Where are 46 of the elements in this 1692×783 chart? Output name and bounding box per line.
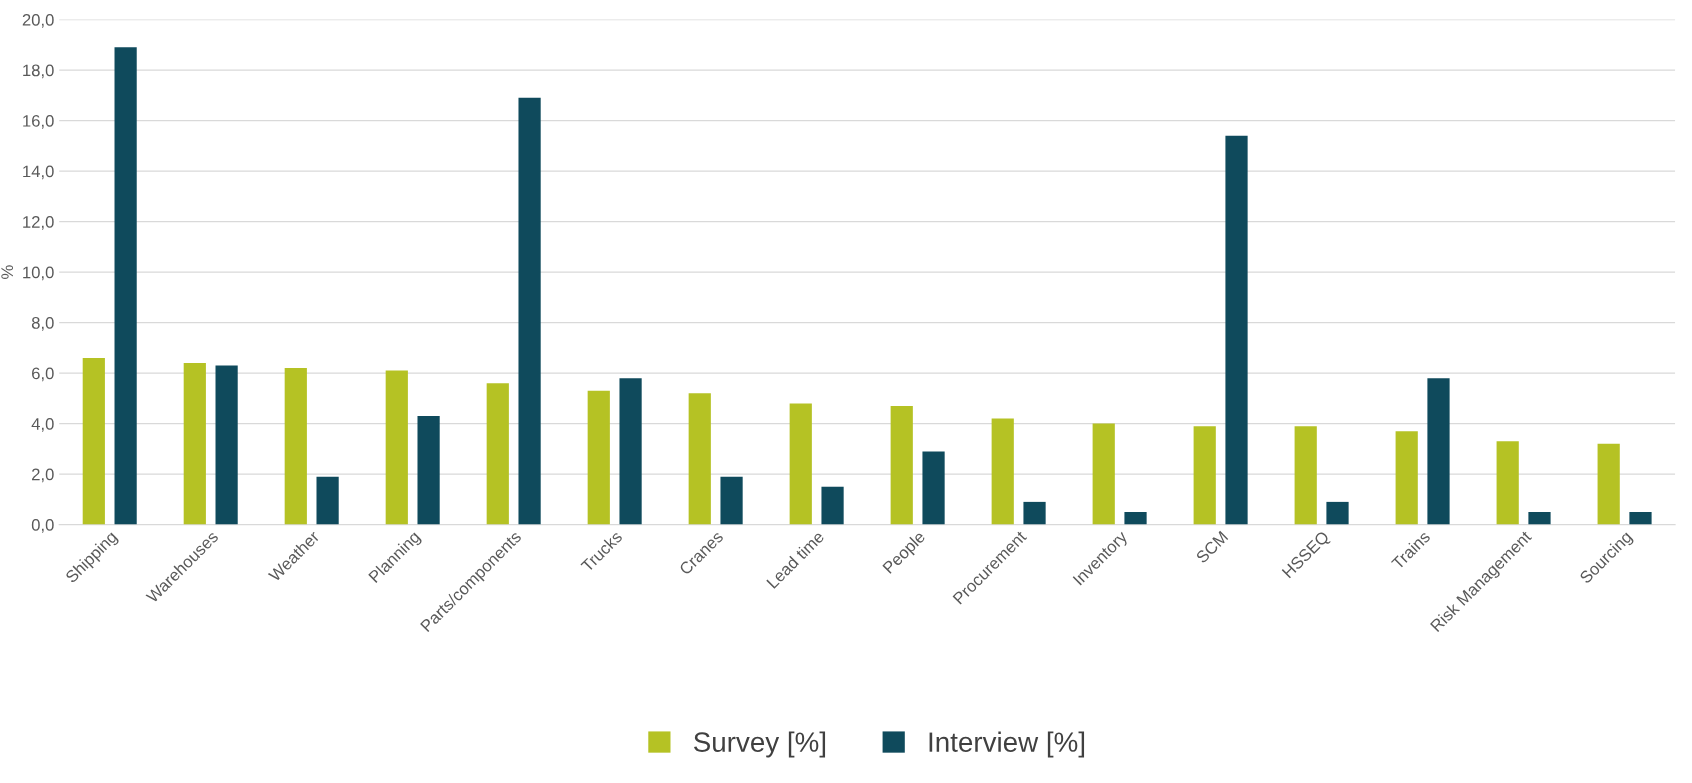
- bar: [619, 378, 642, 525]
- bar: [720, 476, 743, 525]
- bar: [486, 383, 509, 525]
- bar: [183, 363, 206, 525]
- bar: [1193, 426, 1216, 525]
- y-tick-label: 10,0: [23, 266, 54, 281]
- bar: [1092, 423, 1115, 525]
- bar: [1528, 511, 1551, 525]
- bar: [587, 390, 610, 525]
- y-tick-label: 20,0: [22, 13, 54, 28]
- bar: [890, 405, 913, 525]
- bar: [1395, 431, 1418, 525]
- bar: [1023, 501, 1046, 525]
- bar: [1597, 443, 1620, 525]
- bar: [1326, 501, 1349, 525]
- bar: [991, 418, 1014, 525]
- y-tick-label: 16,0: [23, 114, 54, 129]
- bar: [385, 370, 408, 525]
- bar: [215, 365, 238, 525]
- bar: [518, 97, 541, 525]
- y-tick-label: 4,0: [31, 418, 54, 432]
- bar: [1124, 511, 1147, 525]
- legend-label: Interview [%]: [929, 731, 1085, 758]
- bar: [1225, 135, 1248, 525]
- y-axis-title: %: [1, 265, 14, 279]
- y-tick-label: 0,0: [31, 519, 54, 533]
- y-tick-label: 6,0: [32, 367, 54, 382]
- legend-label: Survey [%]: [693, 731, 826, 758]
- bar: [1629, 511, 1652, 525]
- bar: [284, 368, 307, 525]
- bar: [789, 403, 812, 525]
- bar: [922, 451, 945, 525]
- y-tick-label: 8,0: [31, 317, 54, 331]
- y-tick-label: 18,0: [23, 64, 54, 79]
- y-tick-label: 2,0: [32, 468, 54, 483]
- bar: [1496, 441, 1519, 525]
- bar: [1294, 426, 1317, 525]
- bar: [821, 486, 844, 525]
- bar: [316, 476, 339, 525]
- bar: [82, 357, 105, 525]
- bar: [688, 393, 711, 525]
- bar: [1427, 378, 1450, 525]
- y-tick-label: 14,0: [23, 165, 54, 180]
- y-tick-label: 12,0: [23, 215, 54, 230]
- bar: [417, 416, 440, 525]
- bar: [114, 47, 137, 525]
